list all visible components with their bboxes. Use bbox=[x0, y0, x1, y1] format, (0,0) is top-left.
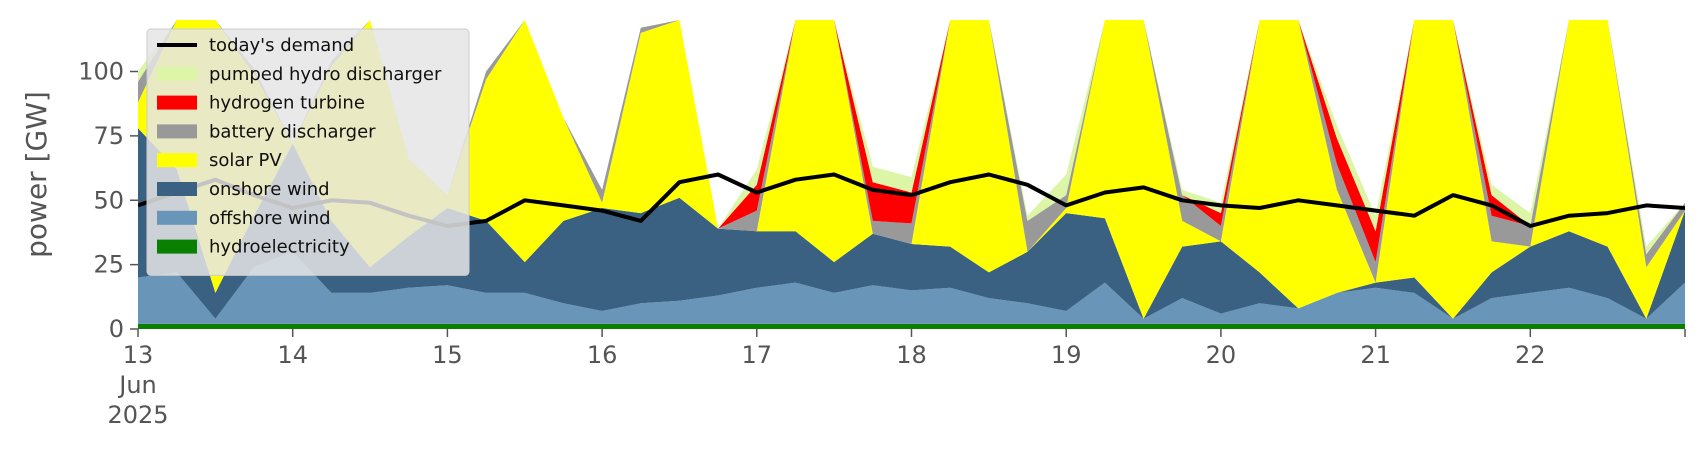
legend: today's demand pumped hydro discharger hyd… bbox=[146, 28, 470, 276]
area-battery-discharger bbox=[138, 20, 1685, 283]
legend-label: onshore wind bbox=[209, 179, 330, 200]
legend-swatch bbox=[157, 66, 197, 81]
area-hydrogen-turbine bbox=[138, 20, 1685, 263]
legend-swatch bbox=[157, 124, 197, 139]
y-tick-label: 75 bbox=[93, 122, 124, 150]
y-axis-label: power [GW] bbox=[20, 91, 53, 258]
plot-area bbox=[138, 20, 1685, 329]
legend-label: today's demand bbox=[209, 35, 354, 56]
y-tick-label: 100 bbox=[78, 58, 124, 86]
legend-item-hydrogen-turbine: hydrogen turbine bbox=[157, 93, 365, 114]
legend-label: hydrogen turbine bbox=[209, 93, 365, 114]
x-tick-label: 18 bbox=[896, 341, 927, 369]
legend-label: solar PV bbox=[209, 150, 282, 171]
legend-label: pumped hydro discharger bbox=[209, 64, 442, 85]
x-tick-label: 21 bbox=[1360, 341, 1391, 369]
legend-swatch bbox=[157, 239, 197, 254]
y-tick-label: 25 bbox=[93, 251, 124, 279]
legend-item-today-s-demand: today's demand bbox=[157, 35, 354, 56]
x-tick-sublabel: 2025 bbox=[107, 401, 168, 429]
legend-swatch bbox=[157, 153, 197, 168]
legend-item-solar-pv: solar PV bbox=[157, 150, 282, 171]
legend-label: offshore wind bbox=[209, 208, 331, 229]
x-tick-label: 16 bbox=[587, 341, 618, 369]
legend-item-battery-discharger: battery discharger bbox=[157, 121, 376, 142]
area-offshore-wind bbox=[138, 251, 1685, 324]
y-axis: 0 25 50 75 100 bbox=[78, 58, 138, 343]
legend-item-pumped-hydro-discharger: pumped hydro discharger bbox=[157, 64, 442, 85]
y-tick-label: 0 bbox=[109, 315, 124, 343]
x-tick-label: 15 bbox=[432, 341, 463, 369]
x-tick-label: 22 bbox=[1515, 341, 1546, 369]
legend-swatch bbox=[157, 95, 197, 110]
x-tick-label: 20 bbox=[1206, 341, 1237, 369]
area-hydroelectricity bbox=[138, 323, 1685, 329]
legend-box bbox=[146, 28, 470, 276]
x-tick-sublabel: Jun bbox=[117, 371, 157, 399]
x-tick-label: 13 bbox=[123, 341, 154, 369]
y-tick-label: 50 bbox=[93, 186, 124, 214]
area-solar-pv bbox=[138, 20, 1685, 319]
x-tick-label: 19 bbox=[1051, 341, 1082, 369]
legend-item-offshore-wind: offshore wind bbox=[157, 208, 331, 229]
legend-swatch bbox=[157, 182, 197, 196]
legend-swatch bbox=[157, 210, 197, 225]
legend-item-onshore-wind: onshore wind bbox=[157, 179, 330, 200]
area-onshore-wind bbox=[138, 128, 1685, 319]
legend-label: hydroelectricity bbox=[209, 237, 350, 258]
x-tick-label: 17 bbox=[742, 341, 773, 369]
legend-label: battery discharger bbox=[209, 121, 376, 142]
legend-item-hydroelectricity: hydroelectricity bbox=[157, 237, 350, 258]
x-tick-label: 14 bbox=[277, 341, 308, 369]
